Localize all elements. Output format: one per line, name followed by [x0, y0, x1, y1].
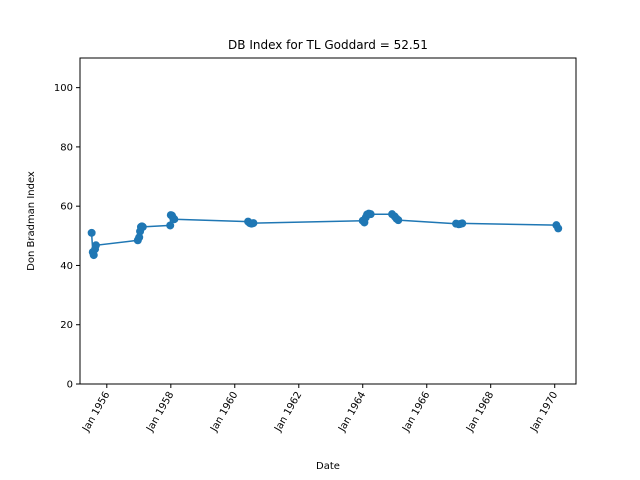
x-tick-label: Jan 1964 [336, 390, 368, 435]
x-tick-label: Jan 1970 [528, 390, 560, 435]
y-tick-label: 80 [60, 142, 73, 153]
x-tick-label: Jan 1960 [208, 390, 240, 435]
y-tick-label: 0 [67, 380, 73, 391]
data-point [170, 215, 179, 224]
data-point [91, 241, 100, 250]
x-axis: Jan 1956 Jan 1958 Jan 1960 Jan 1962 Jan 1964… [80, 384, 560, 435]
plot-layer [87, 209, 563, 260]
data-point [366, 210, 375, 219]
x-tick-label: Jan 1968 [464, 390, 496, 435]
series-line [90, 212, 559, 258]
y-axis: 0 20 40 60 80 100 [54, 83, 80, 391]
data-point [394, 216, 403, 225]
data-point [249, 219, 258, 228]
x-tick-label: Jan 1966 [400, 390, 432, 435]
data-point [87, 228, 96, 237]
y-tick-label: 20 [60, 320, 73, 331]
x-tick-label: Jan 1962 [272, 390, 304, 435]
data-point [554, 224, 563, 233]
chart-title: DB Index for TL Goddard = 52.51 [228, 38, 428, 52]
y-tick-label: 100 [54, 83, 73, 94]
data-point [458, 219, 467, 228]
data-point [166, 221, 175, 230]
y-tick-label: 60 [60, 202, 73, 213]
y-tick-label: 40 [60, 261, 73, 272]
plot-frame [79, 57, 577, 385]
x-axis-title: Date [316, 461, 340, 472]
x-tick-label: Jan 1958 [144, 390, 176, 435]
data-point [135, 233, 144, 242]
y-axis-title: Don Bradman Index [26, 171, 37, 271]
data-point [138, 222, 147, 231]
x-tick-label: Jan 1956 [80, 390, 112, 435]
